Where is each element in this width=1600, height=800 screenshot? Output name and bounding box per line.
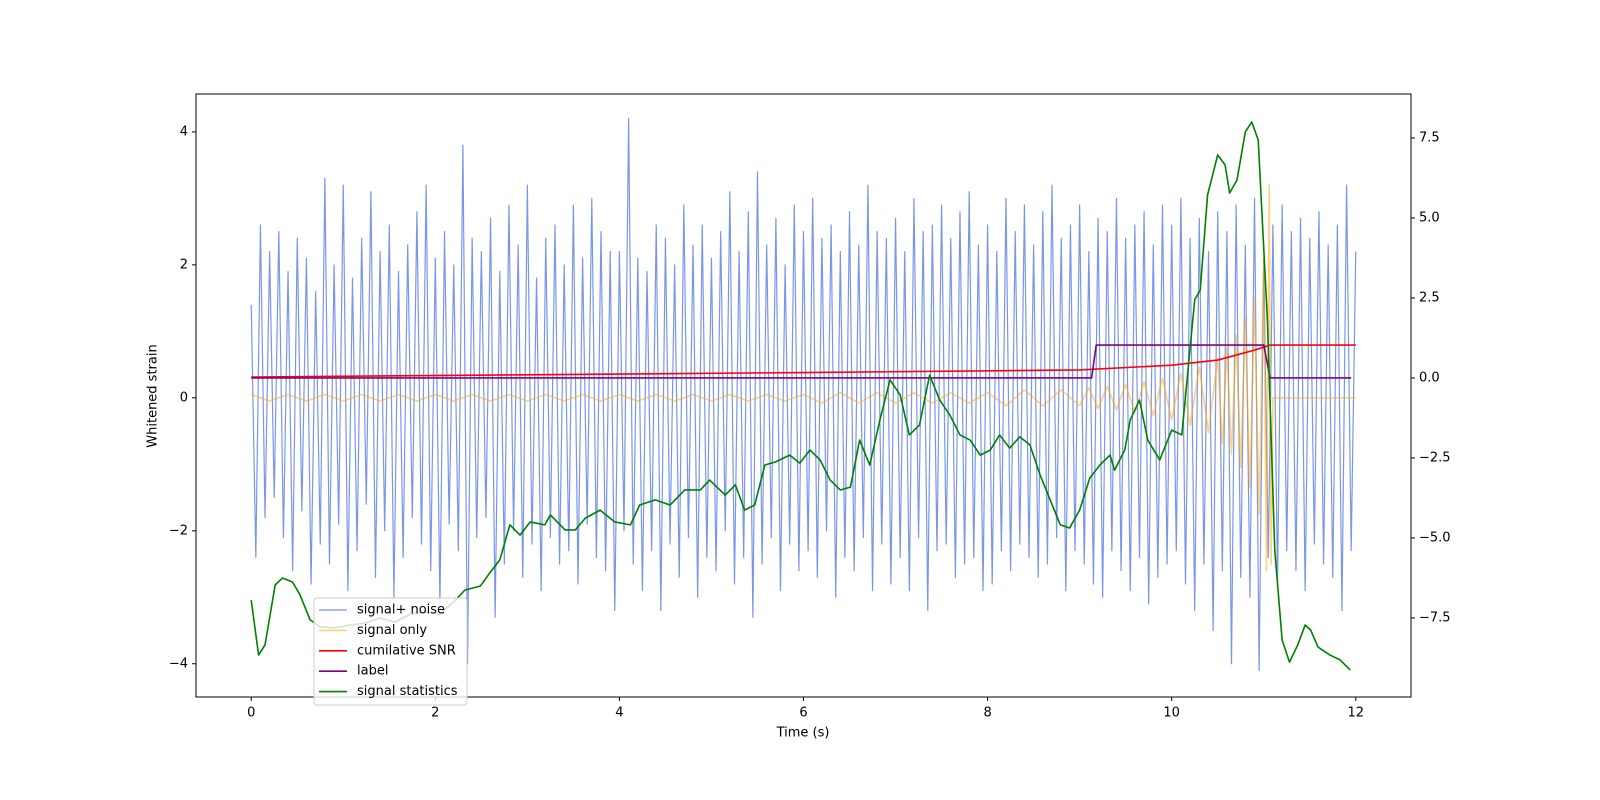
legend: signal+ noise signal only cumilative SNR la…	[313, 597, 468, 706]
x-tick-label: 10	[1163, 706, 1180, 721]
x-axis-label: Time (s)	[776, 726, 830, 741]
legend-label: cumilative SNR	[357, 643, 456, 658]
legend-label: signal only	[357, 623, 427, 638]
y-tick-label: −4	[169, 656, 188, 671]
legend-label: label	[357, 664, 388, 679]
y-tick-label: 0	[180, 390, 188, 405]
legend-label: signal+ noise	[357, 603, 445, 618]
series-line	[251, 344, 1356, 378]
x-tick-label: 12	[1347, 706, 1364, 721]
y-axis-label: Whitened strain	[146, 344, 161, 447]
x-tick-label: 6	[799, 706, 807, 721]
y2-tick-label: −2.5	[1419, 450, 1451, 465]
x-tick-label: 4	[615, 706, 623, 721]
series-line	[250, 121, 1351, 671]
legend-box	[313, 597, 468, 706]
y2-tick-label: 2.5	[1419, 290, 1440, 305]
y-tick-label: 4	[180, 124, 188, 139]
y-tick-label: −2	[169, 523, 188, 538]
y2-tick-label: 0.0	[1419, 370, 1440, 385]
y-tick-label: 2	[180, 257, 188, 272]
x-tick-label: 0	[247, 706, 255, 721]
x-tick-label: 8	[983, 706, 991, 721]
y2-tick-label: 5.0	[1419, 210, 1440, 225]
legend-label: signal statistics	[357, 684, 458, 699]
series-line	[250, 118, 1357, 672]
x-tick-label: 2	[431, 706, 439, 721]
series-line	[250, 184, 1356, 572]
y2-tick-label: −5.0	[1419, 530, 1451, 545]
y2-tick-label: 7.5	[1419, 130, 1440, 145]
y2-tick-label: −7.5	[1419, 610, 1451, 625]
series-line	[251, 344, 1352, 379]
